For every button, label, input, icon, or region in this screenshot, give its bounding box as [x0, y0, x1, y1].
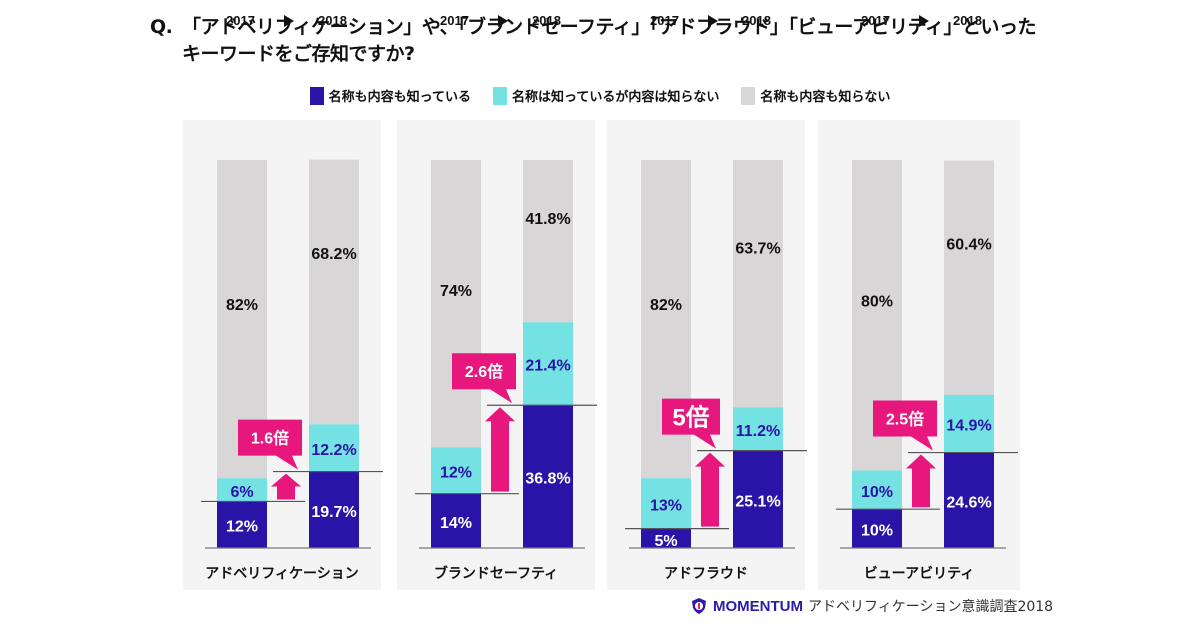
data-label: 60.4% — [946, 236, 991, 253]
year-label-2017: 2017 — [861, 13, 890, 28]
data-label: 5% — [654, 533, 677, 550]
data-label: 12.2% — [311, 442, 356, 459]
question-title: Q. 「アドベリフィケーション」や、「ブランドセーフティ」「アドフラウド」「ビュー… — [150, 14, 1037, 68]
bar-segment-known — [431, 493, 481, 548]
footer-brand: MOMENTUM — [713, 597, 803, 615]
data-label: 21.4% — [525, 358, 570, 375]
year-label-2018: 2018 — [953, 13, 982, 28]
data-label: 10% — [861, 523, 893, 540]
year-label-2018: 2018 — [532, 13, 561, 28]
bar-segment-unknown — [523, 160, 573, 323]
bar-segment-known — [217, 501, 267, 548]
data-label: 25.1% — [735, 493, 780, 510]
data-label: 14.9% — [946, 418, 991, 435]
legend-label-known: 名称も内容も知っている — [328, 90, 471, 105]
data-label: 74% — [440, 283, 472, 300]
question-line-2: キーワードをご存知ですか? — [182, 43, 415, 65]
bar-segment-known — [641, 528, 691, 548]
data-label: 13% — [650, 497, 682, 514]
year-label-2018: 2018 — [318, 13, 347, 28]
data-label: 82% — [650, 297, 682, 314]
category-label: アドベリフィケーション — [205, 566, 359, 582]
bar-segment-unknown — [431, 160, 481, 448]
data-label: 24.6% — [946, 494, 991, 511]
play-triangle-icon — [919, 15, 929, 27]
multiplier-callout — [873, 400, 937, 451]
legend: 名称も内容も知っている 名称は知っているが内容は知らない 名称も内容も知らない — [0, 86, 1200, 105]
legend-item-unknown: 名称も内容も知らない — [741, 86, 890, 105]
year-label-2018: 2018 — [742, 13, 771, 28]
increase-arrow-icon — [695, 452, 725, 527]
multiplier-label: 2.6倍 — [465, 362, 503, 381]
bar-segment-name-only — [431, 447, 481, 494]
bar-segment-name-only — [641, 478, 691, 529]
data-label: 10% — [861, 484, 893, 501]
bar-segment-known — [309, 471, 359, 548]
bar-segment-name-only — [944, 394, 994, 453]
multiplier-callout — [238, 419, 302, 470]
data-label: 63.7% — [735, 241, 780, 258]
data-label: 14% — [440, 515, 472, 532]
data-label: 11.2% — [736, 423, 780, 440]
bar-segment-known — [523, 405, 573, 548]
legend-swatch-name-only — [492, 86, 507, 105]
footer: MOMENTUM アドベリフィケーション意識調査2018 — [690, 596, 1053, 616]
footer-source: アドベリフィケーション意識調査2018 — [808, 599, 1054, 615]
bar-segment-known — [852, 509, 902, 548]
year-label-2017: 2017 — [226, 13, 255, 28]
question-line-1: 「アドベリフィケーション」や、「ブランドセーフティ」「アドフラウド」「ビューアビ… — [182, 16, 1037, 38]
multiplier-label: 2.5倍 — [886, 410, 924, 429]
bar-segment-name-only — [309, 424, 359, 472]
data-label: 82% — [226, 297, 258, 314]
bar-segment-known — [733, 450, 783, 548]
year-label-2017: 2017 — [650, 13, 679, 28]
legend-item-known: 名称も内容も知っている — [309, 86, 471, 105]
multiplier-label: 5倍 — [672, 404, 709, 432]
legend-label-unknown: 名称も内容も知らない — [760, 90, 891, 105]
legend-item-name-only: 名称は知っているが内容は知らない — [492, 86, 720, 105]
legend-swatch-known — [309, 86, 324, 105]
bar-segment-unknown — [309, 159, 359, 425]
category-label: ビューアビリティ — [863, 566, 975, 582]
multiplier-callout — [452, 353, 516, 404]
category-label: アドフラウド — [664, 566, 748, 582]
bar-segment-name-only — [733, 407, 783, 451]
data-label: 68.2% — [311, 246, 356, 263]
year-label-2017: 2017 — [440, 13, 469, 28]
multiplier-label: 1.6倍 — [251, 429, 289, 448]
play-triangle-icon — [498, 15, 508, 27]
bar-segment-known — [944, 452, 994, 548]
data-label: 12% — [226, 519, 258, 536]
category-label: ブランドセーフティ — [433, 566, 559, 582]
legend-swatch-unknown — [741, 86, 756, 105]
shield-logo-icon — [692, 598, 706, 614]
data-label: 80% — [861, 294, 893, 311]
bar-segment-name-only — [523, 322, 573, 406]
bar-segment-unknown — [733, 160, 783, 408]
increase-arrow-icon — [906, 454, 936, 508]
play-triangle-icon — [284, 15, 294, 27]
legend-label-name-only: 名称は知っているが内容は知らない — [511, 90, 720, 105]
increase-arrow-icon — [485, 407, 515, 492]
multiplier-callout — [662, 398, 720, 449]
bar-segment-name-only — [217, 478, 267, 502]
data-label: 6% — [230, 484, 253, 501]
increase-arrow-icon — [271, 473, 301, 500]
play-triangle-icon — [708, 15, 718, 27]
bar-segment-name-only — [852, 470, 902, 510]
data-label: 19.7% — [311, 504, 356, 521]
question-prefix: Q. — [150, 16, 173, 38]
data-label: 12% — [440, 464, 472, 481]
bar-segment-unknown — [944, 160, 994, 395]
data-label: 41.8% — [525, 211, 570, 228]
data-label: 36.8% — [525, 471, 570, 488]
